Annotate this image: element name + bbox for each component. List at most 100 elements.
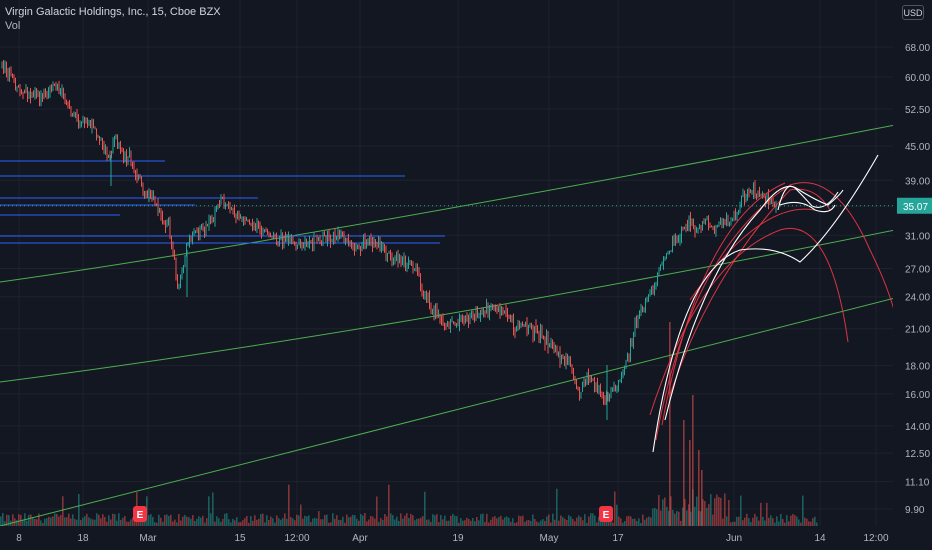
volume-bar [58,516,60,526]
earnings-marker[interactable]: E [599,506,613,522]
time-axis-bg [0,526,932,550]
volume-bar [220,521,222,526]
volume-bar [668,510,670,526]
volume-bar [434,515,436,526]
volume-bar [18,514,20,526]
time-tick-label: Jun [726,533,742,544]
volume-bar [2,513,4,526]
volume-bar [716,494,718,526]
volume-bar [728,500,730,526]
volume-bar [500,515,502,526]
volume-bar [546,516,548,526]
volume-bar [816,522,818,526]
volume-bar [518,515,520,526]
volume-bar [298,515,300,526]
volume-bar [788,521,790,526]
volume-bar [172,521,174,526]
volume-bar [432,514,434,526]
volume-bar [620,518,622,526]
volume-bar [232,518,234,526]
volume-bar [610,521,612,526]
volume-bar [168,515,170,526]
volume-bar [222,518,224,526]
volume-bar [662,499,664,526]
volume-bar [568,515,570,526]
volume-bar [362,515,364,526]
volume-bar [808,521,810,526]
volume-bar [176,522,178,526]
volume-bar [718,497,720,526]
volume-bar [490,519,492,526]
volume-bar [438,522,440,526]
volume-bar [470,520,472,526]
volume-bar [46,518,48,526]
volume-bar [104,516,106,526]
volume-bar [812,518,814,526]
volume-bar [224,513,226,526]
volume-bar [164,515,166,526]
volume-bar [306,516,308,526]
volume-bar [782,519,784,526]
time-tick-label: May [540,533,559,544]
white-arc [779,201,836,213]
volume-bar [40,520,42,526]
volume-bar [576,517,578,526]
volume-bar [448,520,450,526]
volume-bar [640,522,642,526]
volume-bar [190,518,192,526]
volume-bar [4,521,6,526]
volume-bar [770,515,772,526]
symbol-title[interactable]: Virgin Galactic Holdings, Inc., 15, Cboe… [5,6,221,18]
volume-bar [270,516,272,526]
volume-bar [120,519,122,526]
volume-bar [290,517,292,526]
last-price-tag [897,197,932,214]
volume-bar [530,521,532,526]
volume-bar [520,516,522,526]
volume-bar [80,519,82,526]
volume-bar [764,520,766,526]
volume-bar [548,514,550,526]
time-axis[interactable]: 8 18 Mar 15 12:00 Apr 19 May 17 Jun 14 12:00 [0,526,932,550]
price-tick-label: 60.00 [905,73,930,84]
white-arc [664,185,844,421]
volume-bar [90,518,92,526]
trend-line-lower [0,297,896,527]
volume-bar [612,522,614,526]
volume-bar [356,518,358,526]
volume-bar [406,513,408,526]
earnings-marker[interactable]: E [133,506,147,522]
volume-bar [740,495,742,526]
volume-bar [326,514,328,526]
volume-indicator-label[interactable]: Vol [5,20,21,32]
volume-bar [646,517,648,526]
volume-bar [16,520,18,526]
volume-bar [592,513,594,526]
volume-bar [358,520,360,526]
volume-bar [768,517,770,526]
volume-bar [124,516,126,526]
volume-bar [522,515,524,526]
volume-bar [126,521,128,526]
volume-bar [582,520,584,526]
volume-bar [594,515,596,526]
currency-button[interactable]: USD [902,5,924,20]
time-tick-label: 17 [612,533,624,544]
trend-lines[interactable] [0,124,896,527]
volume-bar [60,514,62,526]
volume-bar [196,518,198,526]
price-axis[interactable]: 68.00 60.00 52.50 45.00 39.00 31.00 27.00 24.00… [893,0,932,550]
volume-bar [760,502,762,526]
volume-bar [86,513,88,526]
volume-bar [48,516,50,526]
volume-bar [634,518,636,526]
volume-bar [558,520,560,526]
volume-bar [664,497,666,526]
volume-spike [689,440,691,526]
volume-bar [240,522,242,526]
volume-spike [692,395,694,526]
volume-bar [528,520,530,526]
